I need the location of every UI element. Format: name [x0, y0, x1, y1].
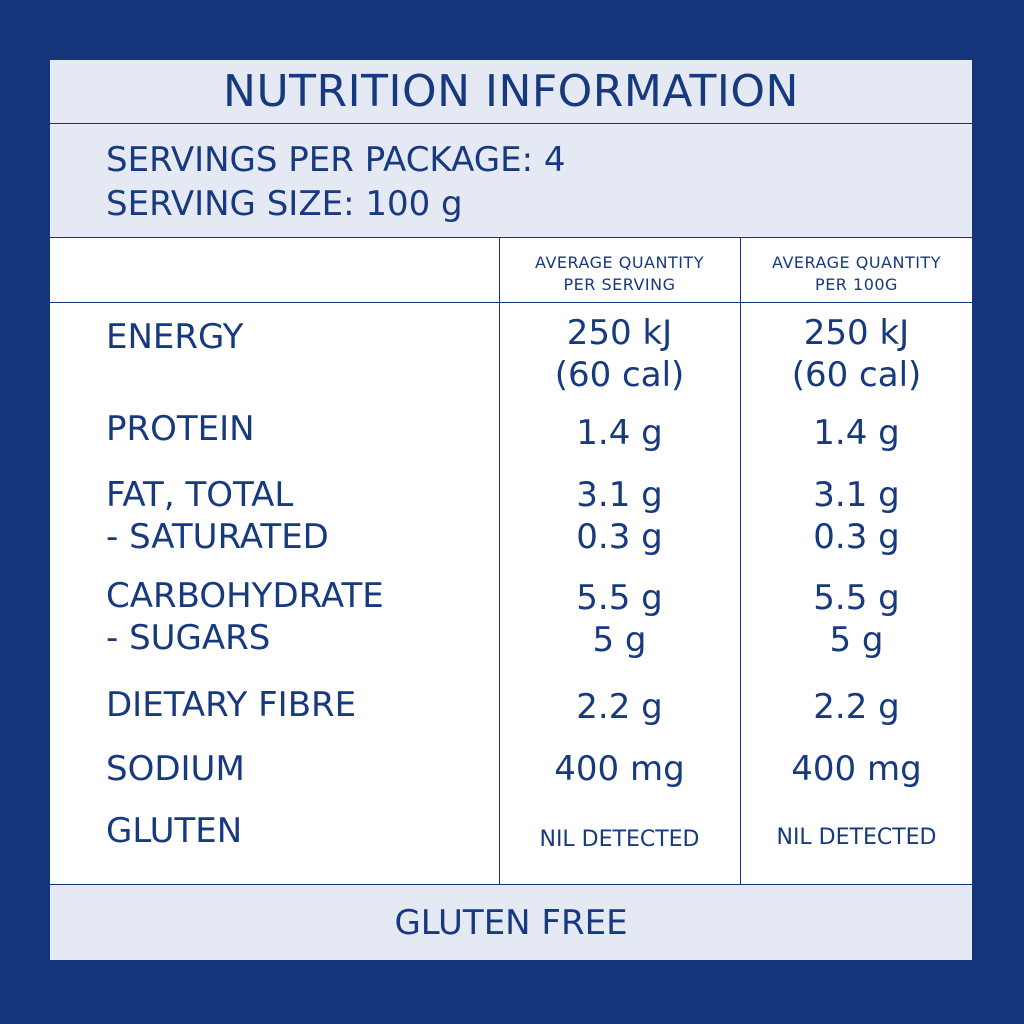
- value-line: 2.2 g: [813, 687, 900, 727]
- value-line: NIL DETECTED: [539, 827, 700, 852]
- column-header-line: PER 100G: [815, 275, 898, 294]
- fibre-per-serving: 2.2 g: [499, 686, 740, 728]
- value-line: 2.2 g: [576, 687, 663, 727]
- column-header-line: PER SERVING: [563, 275, 676, 294]
- value-line: 5 g: [829, 620, 884, 660]
- column-divider: [740, 238, 741, 884]
- servings-band: SERVINGS PER PACKAGE: 4 SERVING SIZE: 10…: [50, 124, 972, 238]
- nutrient-label: FAT, TOTAL: [106, 475, 294, 515]
- nutrient-energy: ENERGY: [106, 316, 243, 358]
- nutrient-label: ENERGY: [106, 317, 244, 357]
- nutrient-protein: PROTEIN: [106, 408, 255, 450]
- nutrient-fat: FAT, TOTAL - SATURATED: [106, 474, 329, 558]
- nutrient-sodium: SODIUM: [106, 748, 245, 790]
- nutrient-carbohydrate: CARBOHYDRATE - SUGARS: [106, 575, 384, 659]
- panel-title: NUTRITION INFORMATION: [223, 66, 799, 117]
- gluten-per-serving: NIL DETECTED: [499, 826, 740, 854]
- fibre-per-100g: 2.2 g: [741, 686, 972, 728]
- nutrient-sublabel: - SATURATED: [106, 517, 329, 557]
- value-line: 0.3 g: [576, 517, 663, 557]
- nutrient-label: DIETARY FIBRE: [106, 685, 357, 725]
- fat-per-100g: 3.1 g 0.3 g: [741, 474, 972, 558]
- protein-per-serving: 1.4 g: [499, 412, 740, 454]
- value-line: 5.5 g: [576, 578, 663, 618]
- gluten-per-100g: NIL DETECTED: [741, 824, 972, 852]
- value-line: 5 g: [592, 620, 647, 660]
- value-line: (60 cal): [791, 355, 922, 395]
- energy-per-100g: 250 kJ (60 cal): [741, 312, 972, 396]
- protein-per-100g: 1.4 g: [741, 412, 972, 454]
- nutrient-label: GLUTEN: [106, 811, 243, 851]
- gluten-free-claim: GLUTEN FREE: [394, 902, 628, 943]
- nutrient-label: PROTEIN: [106, 409, 255, 449]
- nutrition-panel: NUTRITION INFORMATION SERVINGS PER PACKA…: [50, 60, 972, 960]
- value-line: (60 cal): [554, 355, 685, 395]
- energy-per-serving: 250 kJ (60 cal): [499, 312, 740, 396]
- carbohydrate-per-100g: 5.5 g 5 g: [741, 577, 972, 661]
- nutrient-gluten: GLUTEN: [106, 810, 242, 852]
- value-line: 1.4 g: [813, 413, 900, 453]
- header-rule: [50, 302, 972, 303]
- nutrient-sublabel: - SUGARS: [106, 618, 271, 658]
- sodium-per-serving: 400 mg: [499, 748, 740, 790]
- value-line: 400 mg: [791, 749, 922, 789]
- value-line: 3.1 g: [813, 475, 900, 515]
- title-band: NUTRITION INFORMATION: [50, 60, 972, 124]
- nutrient-label: SODIUM: [106, 749, 245, 789]
- value-line: 250 kJ: [803, 313, 910, 353]
- footer-band: GLUTEN FREE: [50, 884, 972, 960]
- servings-per-package: SERVINGS PER PACKAGE: 4: [106, 140, 566, 180]
- value-line: 5.5 g: [813, 578, 900, 618]
- carbohydrate-per-serving: 5.5 g 5 g: [499, 577, 740, 661]
- nutrient-dietary-fibre: DIETARY FIBRE: [106, 684, 356, 726]
- value-line: 250 kJ: [566, 313, 673, 353]
- column-header-line: AVERAGE QUANTITY: [772, 253, 941, 272]
- column-header-line: AVERAGE QUANTITY: [535, 253, 704, 272]
- column-header-per-serving: AVERAGE QUANTITY PER SERVING: [499, 246, 740, 302]
- value-line: NIL DETECTED: [776, 825, 937, 850]
- serving-size: SERVING SIZE: 100 g: [106, 184, 463, 224]
- value-line: 0.3 g: [813, 517, 900, 557]
- value-line: 400 mg: [554, 749, 685, 789]
- value-line: 3.1 g: [576, 475, 663, 515]
- column-divider: [499, 238, 500, 884]
- fat-per-serving: 3.1 g 0.3 g: [499, 474, 740, 558]
- sodium-per-100g: 400 mg: [741, 748, 972, 790]
- nutrient-label: CARBOHYDRATE: [106, 576, 384, 616]
- value-line: 1.4 g: [576, 413, 663, 453]
- column-header-per-100g: AVERAGE QUANTITY PER 100G: [741, 246, 972, 302]
